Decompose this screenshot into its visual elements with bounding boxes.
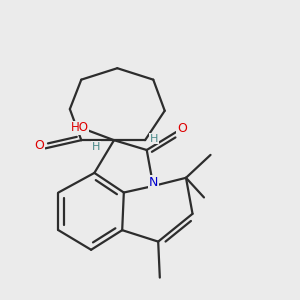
- Text: HO: HO: [71, 121, 89, 134]
- Text: H: H: [92, 142, 100, 152]
- Text: N: N: [148, 176, 158, 189]
- Text: O: O: [34, 139, 44, 152]
- Text: H: H: [150, 134, 158, 143]
- Text: O: O: [177, 122, 187, 135]
